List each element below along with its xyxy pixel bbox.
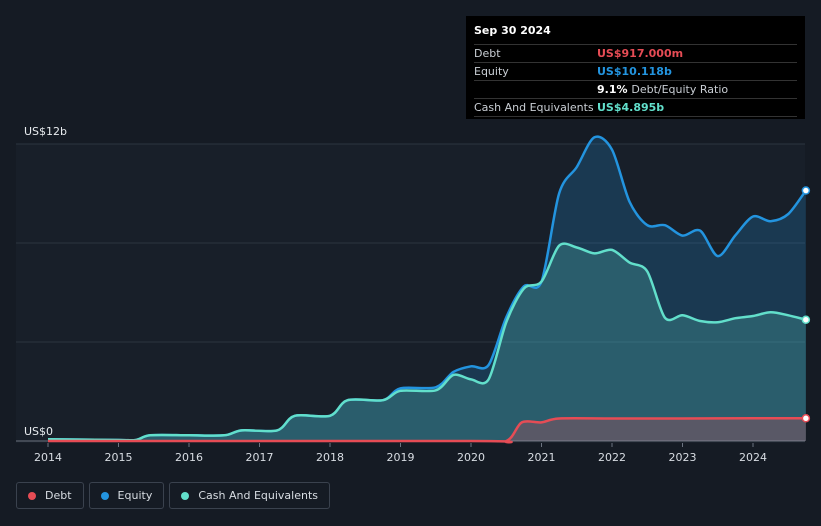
tooltip-debt-label: Debt [474, 47, 501, 60]
tooltip-row-debt: Debt US$917.000m [474, 44, 797, 62]
equity-area [48, 136, 806, 441]
y-tick-label-zero: US$0 [24, 425, 54, 438]
tooltip-ratio-label: Debt/Equity Ratio [631, 83, 729, 96]
tooltip-panel: Sep 30 2024 Debt US$917.000m Equity US$1… [466, 16, 805, 119]
x-tick-label-2020: 2020 [457, 451, 485, 464]
x-tick-label-2014: 2014 [34, 451, 62, 464]
chart-legend: Debt Equity Cash And Equivalents [16, 482, 330, 509]
tooltip-equity-value: US$10.118b [597, 65, 672, 78]
equity-dot-icon [100, 491, 109, 500]
cash-dot-icon [181, 491, 190, 500]
x-tick-label-2021: 2021 [528, 451, 556, 464]
series-lines [47, 135, 811, 444]
tooltip-equity-label: Equity [474, 65, 509, 78]
tooltip-ratio: 9.1% Debt/Equity Ratio [597, 81, 728, 98]
x-tick-label-2019: 2019 [387, 451, 415, 464]
series-areas [48, 136, 806, 443]
x-tick-label-2016: 2016 [175, 451, 203, 464]
legend-label-cash: Cash And Equivalents [198, 489, 318, 502]
x-tick-label-2018: 2018 [316, 451, 344, 464]
debt-area [48, 418, 806, 443]
legend-label-equity: Equity [117, 489, 153, 502]
tooltip-row-ratio: 9.1% Debt/Equity Ratio [474, 80, 797, 98]
tooltip-date: Sep 30 2024 [474, 24, 551, 37]
cash-and-equivalents-line [47, 242, 807, 442]
tooltip-row-cash: Cash And Equivalents US$4.895b [474, 98, 797, 117]
y-tick-label-top: US$12b [24, 125, 68, 138]
tooltip-ratio-spacer [474, 81, 597, 98]
tooltip-cash-value: US$4.895b [597, 101, 665, 114]
equity-end-point [801, 186, 811, 195]
tooltip-ratio-value: 9.1% [597, 83, 628, 96]
legend-label-debt: Debt [45, 489, 72, 502]
legend-item-cash[interactable]: Cash And Equivalents [169, 482, 330, 509]
tooltip-cash-label: Cash And Equivalents [474, 101, 594, 114]
tooltip-debt-value: US$917.000m [597, 47, 684, 60]
plot-background [16, 144, 805, 443]
x-axis-ticks: 2014 2015 2016 2017 2018 2019 2020 2021 2022 2023… [34, 443, 767, 464]
debt-line [48, 416, 806, 444]
cash-and-equivalents-end-point [801, 315, 811, 324]
cash-and-equivalents-area [48, 243, 806, 441]
debt-dot-icon [28, 491, 36, 500]
legend-item-equity[interactable]: Equity [88, 482, 165, 509]
tooltip-row-equity: Equity US$10.118b [474, 62, 797, 80]
x-tick-label-2023: 2023 [669, 451, 697, 464]
x-tick-label-2015: 2015 [105, 451, 133, 464]
x-tick-label-2017: 2017 [246, 451, 274, 464]
legend-item-debt[interactable]: Debt [16, 482, 84, 509]
x-tick-label-2022: 2022 [598, 451, 626, 464]
x-tick-label-2024: 2024 [739, 451, 767, 464]
debt-end-point [801, 414, 811, 423]
